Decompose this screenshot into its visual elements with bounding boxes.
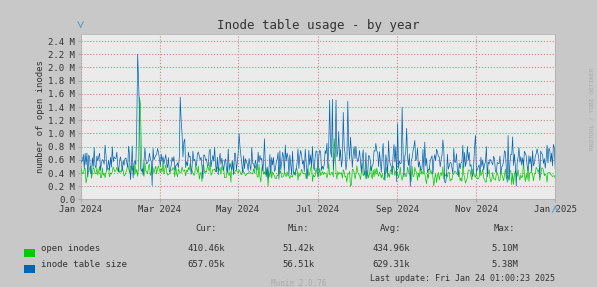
Text: Max:: Max: [494, 224, 515, 233]
Text: 629.31k: 629.31k [372, 261, 410, 269]
Text: 5.10M: 5.10M [491, 244, 518, 253]
Text: Cur:: Cur: [195, 224, 217, 233]
Text: Munin 2.0.76: Munin 2.0.76 [271, 279, 326, 287]
Title: Inode table usage - by year: Inode table usage - by year [217, 19, 419, 32]
Text: 657.05k: 657.05k [187, 261, 225, 269]
Text: 410.46k: 410.46k [187, 244, 225, 253]
Text: 5.38M: 5.38M [491, 261, 518, 269]
Text: 434.96k: 434.96k [372, 244, 410, 253]
Text: RRDTOOL / TOBI OETIKER: RRDTOOL / TOBI OETIKER [589, 68, 594, 150]
Y-axis label: number of open inodes: number of open inodes [36, 61, 45, 173]
Text: open inodes: open inodes [41, 244, 100, 253]
Text: 56.51k: 56.51k [282, 261, 315, 269]
Text: 51.42k: 51.42k [282, 244, 315, 253]
Text: Last update: Fri Jan 24 01:00:23 2025: Last update: Fri Jan 24 01:00:23 2025 [370, 274, 555, 283]
Text: inode table size: inode table size [41, 261, 127, 269]
Text: Min:: Min: [288, 224, 309, 233]
Text: Avg:: Avg: [380, 224, 402, 233]
